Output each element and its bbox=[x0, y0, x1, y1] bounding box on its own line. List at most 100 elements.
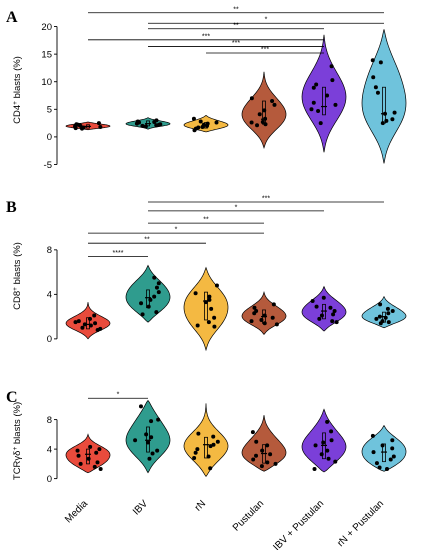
data-point bbox=[212, 324, 217, 329]
data-point bbox=[333, 102, 338, 107]
data-point bbox=[149, 419, 154, 424]
x-tick-label: Pustulan bbox=[231, 498, 266, 533]
y-axis-label: CD4+ blasts (%) bbox=[12, 56, 24, 124]
data-point bbox=[203, 300, 208, 305]
data-point bbox=[378, 321, 383, 326]
data-point bbox=[392, 110, 397, 115]
data-point bbox=[98, 467, 103, 472]
data-point bbox=[82, 322, 87, 327]
data-point bbox=[251, 457, 256, 462]
data-point bbox=[259, 464, 264, 469]
data-point bbox=[149, 435, 154, 440]
data-point bbox=[262, 313, 267, 318]
data-point bbox=[375, 90, 380, 95]
significance-label: ** bbox=[233, 22, 239, 29]
data-point bbox=[88, 444, 93, 449]
data-point bbox=[328, 305, 333, 310]
data-point bbox=[317, 316, 322, 321]
data-point bbox=[207, 294, 212, 299]
data-point bbox=[330, 319, 335, 324]
y-tick-label: 8 bbox=[47, 245, 52, 256]
data-point bbox=[384, 118, 389, 123]
data-point bbox=[196, 125, 201, 130]
data-point bbox=[152, 275, 157, 280]
x-tick-label: Media bbox=[63, 498, 90, 525]
violin-1 bbox=[65, 302, 111, 340]
data-point bbox=[96, 121, 101, 126]
y-tick-label: 10 bbox=[41, 77, 52, 88]
y-tick-label: 4 bbox=[47, 444, 52, 455]
data-point bbox=[249, 96, 254, 101]
data-point bbox=[92, 313, 97, 318]
data-point bbox=[140, 123, 145, 128]
data-point bbox=[249, 120, 254, 125]
data-point bbox=[254, 439, 259, 444]
data-point bbox=[329, 64, 334, 69]
data-point bbox=[192, 455, 197, 460]
data-point bbox=[325, 419, 330, 424]
iqr-box-3 bbox=[204, 436, 208, 459]
data-point bbox=[88, 316, 93, 321]
data-point bbox=[191, 116, 196, 121]
panel-label: C bbox=[6, 389, 18, 406]
iqr-box-1 bbox=[86, 317, 90, 330]
data-point bbox=[73, 320, 78, 325]
data-point bbox=[198, 119, 203, 124]
data-point bbox=[206, 454, 211, 459]
significance-label: *** bbox=[261, 47, 269, 54]
data-point bbox=[252, 305, 257, 310]
data-point bbox=[378, 302, 383, 307]
data-point bbox=[311, 100, 316, 105]
data-point bbox=[252, 311, 257, 316]
data-point bbox=[207, 297, 212, 302]
data-point bbox=[214, 120, 219, 125]
data-point bbox=[370, 433, 375, 438]
data-point bbox=[383, 315, 388, 320]
data-point bbox=[319, 452, 324, 457]
data-point bbox=[312, 467, 317, 472]
data-point bbox=[254, 453, 259, 458]
data-point bbox=[370, 58, 375, 63]
data-point bbox=[314, 304, 319, 309]
data-point bbox=[98, 124, 103, 129]
data-point bbox=[144, 432, 149, 437]
data-point bbox=[272, 102, 277, 107]
y-tick-label: 15 bbox=[41, 49, 52, 60]
data-point bbox=[145, 440, 150, 445]
data-point bbox=[270, 315, 275, 320]
significance-label: * bbox=[175, 227, 178, 234]
data-point bbox=[273, 461, 278, 466]
significance-label: * bbox=[117, 392, 120, 399]
data-point bbox=[388, 457, 393, 462]
data-point bbox=[262, 321, 267, 326]
data-point bbox=[146, 304, 151, 309]
data-point bbox=[154, 123, 159, 128]
data-point bbox=[330, 78, 335, 83]
data-point bbox=[205, 123, 210, 128]
data-point bbox=[329, 429, 334, 434]
data-point bbox=[321, 440, 326, 445]
data-point bbox=[331, 312, 336, 317]
significance-label: ** bbox=[233, 6, 239, 13]
data-point bbox=[250, 430, 255, 435]
data-point bbox=[263, 122, 268, 127]
data-point bbox=[195, 447, 200, 452]
data-point bbox=[95, 460, 100, 465]
data-point bbox=[76, 319, 81, 324]
data-point bbox=[76, 453, 81, 458]
data-point bbox=[390, 438, 395, 443]
data-point bbox=[386, 311, 391, 316]
data-point bbox=[334, 320, 339, 325]
data-point bbox=[274, 322, 279, 327]
data-point bbox=[391, 454, 396, 459]
violin-6 bbox=[361, 29, 407, 164]
data-point bbox=[154, 118, 159, 123]
iqr-box-1 bbox=[86, 448, 90, 465]
data-point bbox=[73, 126, 78, 131]
significance-label: *** bbox=[232, 40, 240, 47]
data-point bbox=[313, 443, 318, 448]
violin-1 bbox=[65, 433, 111, 474]
data-point bbox=[321, 295, 326, 300]
